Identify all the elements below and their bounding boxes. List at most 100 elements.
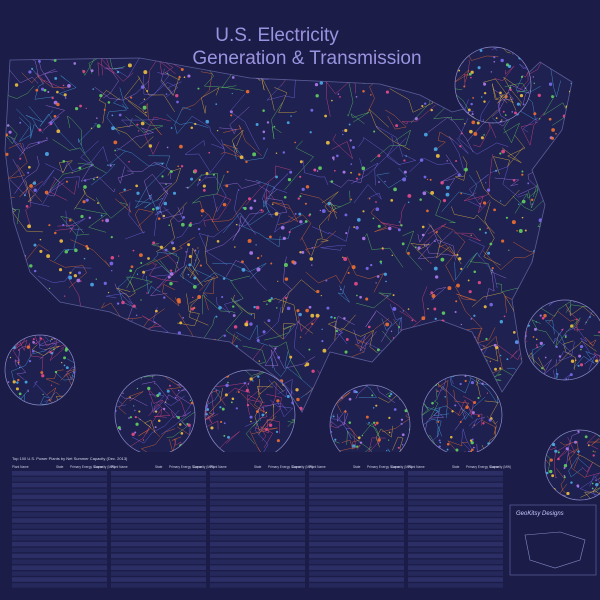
power-plant — [532, 76, 535, 78]
credit: GeoKitsy Designs — [516, 511, 564, 517]
power-plant — [48, 287, 51, 289]
power-plant — [48, 224, 51, 227]
table-row — [309, 530, 404, 535]
power-plant — [592, 450, 594, 452]
table-row — [408, 541, 503, 547]
power-plant — [159, 245, 163, 249]
column-header: Plant Name — [210, 465, 227, 469]
power-plant — [486, 188, 491, 192]
power-plant — [27, 390, 30, 392]
transmission-line — [202, 294, 236, 315]
power-plant — [286, 121, 290, 125]
table-row — [210, 494, 305, 500]
power-plant — [500, 200, 502, 202]
table-row — [111, 476, 206, 482]
transmission-line — [272, 201, 299, 223]
transmission-line — [42, 105, 66, 131]
transmission-line — [402, 230, 423, 271]
power-plant — [157, 217, 161, 220]
transmission-line — [104, 58, 134, 82]
power-plant — [163, 296, 166, 299]
transmission-line — [137, 75, 175, 113]
transmission-line — [417, 239, 456, 261]
column-header: Plant Name — [12, 465, 29, 469]
power-plant — [46, 137, 48, 139]
transmission-line — [499, 94, 517, 111]
power-plant — [354, 281, 358, 286]
power-plant — [477, 414, 480, 418]
power-plant — [247, 197, 252, 201]
transmission-line — [5, 123, 18, 145]
transmission-line — [141, 381, 169, 400]
transmission-line — [433, 407, 449, 437]
transmission-line — [447, 440, 468, 455]
power-plant — [438, 445, 441, 448]
power-plant — [349, 139, 352, 142]
power-plant — [316, 170, 319, 172]
power-plant — [245, 160, 248, 164]
power-plant — [135, 314, 138, 317]
table-row — [408, 471, 503, 476]
power-plant — [545, 471, 549, 475]
power-plant — [296, 397, 300, 402]
transmission-line — [422, 395, 435, 417]
power-plant — [352, 444, 356, 448]
power-plant — [350, 198, 353, 201]
power-plant — [379, 260, 383, 264]
power-plant — [471, 438, 474, 441]
power-plant — [344, 213, 348, 217]
table-row — [309, 512, 404, 517]
power-plant — [580, 348, 582, 351]
power-plant — [223, 334, 226, 337]
transmission-line — [60, 215, 90, 236]
power-plant — [189, 399, 192, 401]
power-plant — [550, 136, 555, 140]
table-row — [12, 541, 107, 547]
power-plant — [511, 220, 516, 225]
table-row — [210, 500, 305, 506]
power-plant — [548, 117, 552, 121]
power-plant — [220, 420, 223, 423]
power-plant — [62, 84, 65, 87]
power-plant — [256, 267, 261, 272]
power-plant — [482, 201, 487, 205]
power-plant — [344, 410, 347, 413]
power-plant — [61, 361, 63, 364]
power-plant — [404, 409, 408, 413]
power-plant — [208, 151, 211, 154]
power-plant — [442, 199, 447, 203]
transmission-line — [418, 223, 447, 248]
power-plant — [376, 275, 380, 278]
power-plant — [301, 187, 305, 191]
transmission-line — [234, 191, 261, 227]
transmission-line — [425, 190, 456, 224]
power-plant — [96, 124, 101, 129]
power-plant — [170, 127, 173, 129]
table-row — [210, 559, 305, 565]
power-plant — [304, 364, 307, 367]
transmission-line — [427, 117, 474, 153]
power-plant — [136, 273, 139, 275]
power-plant — [134, 431, 137, 434]
table-row — [210, 476, 305, 482]
power-plant — [470, 70, 474, 74]
transmission-line — [67, 115, 83, 146]
power-plant — [234, 246, 236, 248]
power-plant — [467, 279, 470, 282]
power-plant — [411, 319, 414, 322]
transmission-line — [54, 358, 75, 381]
power-plant — [237, 189, 240, 191]
power-plant — [470, 380, 475, 385]
table-row — [210, 577, 305, 582]
table-row — [408, 577, 503, 582]
power-plant — [172, 247, 176, 251]
power-plant — [330, 180, 334, 183]
power-plant — [579, 345, 584, 349]
power-plant — [107, 164, 109, 166]
power-plant — [386, 449, 388, 452]
power-plant — [147, 257, 150, 260]
power-plant — [343, 257, 348, 261]
table-row — [309, 471, 404, 476]
transmission-line — [454, 286, 477, 301]
power-plant — [270, 262, 273, 265]
